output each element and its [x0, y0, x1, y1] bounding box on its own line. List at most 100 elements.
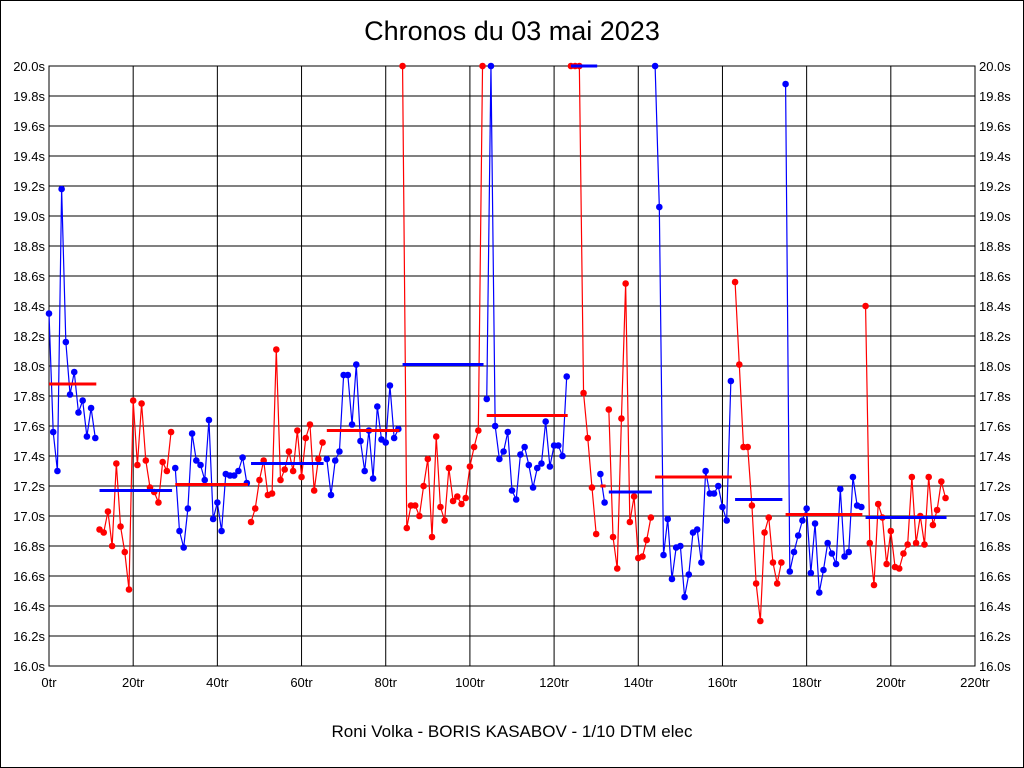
y-tick-label-left: 17.0s	[13, 509, 45, 524]
y-tick-label-right: 17.0s	[979, 509, 1011, 524]
x-tick-label: 20tr	[122, 675, 145, 690]
lap-point	[710, 490, 718, 497]
stint-8-line	[599, 473, 606, 503]
lap-point	[390, 434, 398, 442]
lap-point	[302, 434, 310, 442]
lap-point	[251, 505, 259, 512]
lap-point	[92, 434, 99, 442]
lap-point	[205, 416, 213, 424]
lap-point	[171, 464, 179, 472]
lap-point	[613, 565, 621, 572]
y-tick-label-left: 16.0s	[13, 659, 45, 674]
lap-point	[352, 361, 360, 368]
y-tick-label-left: 19.0s	[13, 209, 45, 224]
lap-point	[630, 493, 638, 500]
y-tick-label-right: 18.0s	[979, 359, 1011, 374]
y-tick-label-right: 19.0s	[979, 209, 1011, 224]
lap-point	[698, 559, 705, 566]
stint-7-line	[570, 65, 597, 535]
y-tick-label-right: 16.2s	[979, 629, 1011, 644]
lap-point	[597, 470, 604, 478]
y-tick-label-right: 19.4s	[979, 149, 1011, 164]
lap-point	[479, 62, 486, 70]
lap-point	[382, 439, 390, 446]
lap-point	[605, 406, 613, 413]
lap-point	[209, 515, 217, 523]
lap-point	[449, 497, 457, 505]
lap-point	[925, 473, 932, 481]
lap-point	[929, 521, 937, 529]
lap-point	[399, 62, 406, 70]
lap-point	[491, 422, 499, 430]
lap-point	[424, 455, 432, 463]
y-tick-label-left: 17.8s	[13, 389, 45, 404]
lap-point	[117, 523, 124, 530]
lap-point	[719, 503, 726, 511]
lap-point	[496, 455, 503, 463]
lap-point	[108, 542, 116, 550]
lap-point	[815, 589, 823, 596]
x-tick-label: 160tr	[708, 675, 738, 690]
lap-point	[230, 472, 238, 479]
stint-3-line	[250, 349, 324, 523]
y-tick-label-left: 16.2s	[13, 629, 45, 644]
lap-point	[533, 464, 541, 472]
lap-point	[100, 529, 108, 536]
lap-point	[559, 452, 566, 460]
lap-point	[765, 514, 773, 521]
lap-point	[757, 617, 764, 625]
lap-point	[693, 526, 701, 533]
lap-point	[685, 571, 693, 578]
lap-point	[504, 428, 512, 436]
lap-point	[138, 400, 145, 407]
lap-point	[866, 539, 874, 547]
lap-point	[268, 490, 276, 497]
lap-point	[592, 530, 600, 538]
lap-point	[87, 404, 95, 412]
lap-point	[895, 565, 903, 572]
lap-point	[315, 455, 322, 463]
lap-point	[824, 539, 831, 547]
lap-point	[837, 485, 844, 493]
x-tick-label: 120tr	[539, 675, 569, 690]
lap-point	[66, 391, 74, 398]
lap-point	[289, 467, 297, 475]
lap-point	[794, 532, 802, 539]
lap-point	[104, 508, 112, 515]
lap-point	[521, 443, 528, 451]
lap-point	[121, 548, 129, 556]
y-tick-label-left: 16.8s	[13, 539, 45, 554]
lap-point	[786, 568, 794, 575]
lap-point	[218, 527, 225, 535]
y-tick-label-left: 17.2s	[13, 479, 45, 494]
lap-point	[588, 484, 596, 491]
stint-6-line	[486, 65, 568, 502]
x-tick-label: 200tr	[876, 675, 906, 690]
lap-point	[563, 373, 571, 380]
lap-point	[807, 569, 815, 577]
lap-point	[639, 553, 646, 560]
lap-point	[702, 467, 709, 475]
y-tick-label-right: 17.4s	[979, 449, 1011, 464]
y-tick-label-right: 20.0s	[979, 59, 1011, 74]
lap-point	[542, 418, 549, 425]
lap-point	[201, 476, 209, 484]
lap-point	[357, 437, 364, 445]
lap-point	[845, 548, 853, 556]
lap-point	[790, 548, 798, 556]
x-tick-label: 180tr	[792, 675, 822, 690]
lap-point	[403, 524, 411, 532]
y-tick-label-left: 19.8s	[13, 89, 45, 104]
lap-point	[306, 421, 314, 428]
y-tick-label-left: 19.6s	[13, 119, 45, 134]
lap-point	[331, 457, 339, 464]
lap-point	[580, 389, 587, 397]
lap-point	[870, 581, 878, 589]
y-tick-label-left: 17.4s	[13, 449, 45, 464]
y-tick-label-left: 16.4s	[13, 599, 45, 614]
lap-point	[500, 448, 507, 455]
lap-point	[681, 593, 688, 601]
lap-point	[887, 527, 895, 535]
lap-point	[125, 586, 133, 593]
lap-point	[386, 382, 394, 389]
